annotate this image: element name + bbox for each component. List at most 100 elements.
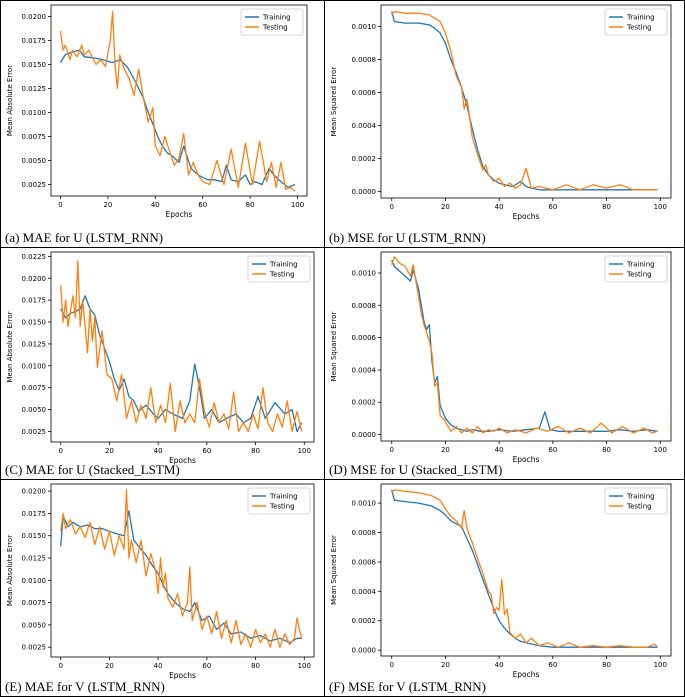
legend-box	[247, 487, 311, 515]
y-axis-label: Mean Squared Error	[330, 535, 338, 605]
x-tick-label: 20	[103, 201, 112, 209]
y-tick-label: 0.0008	[352, 56, 377, 64]
plot-frame	[380, 4, 672, 199]
x-tick-label: 40	[495, 446, 504, 454]
x-tick-label: 20	[105, 662, 114, 670]
x-tick-label: 60	[198, 201, 207, 209]
y-tick-label: 0.0125	[22, 85, 47, 93]
x-tick-label: 100	[654, 661, 667, 669]
x-tick-label: 40	[495, 661, 504, 669]
y-tick-label: 0.0125	[22, 555, 47, 563]
y-tick-label: 0.0006	[352, 89, 377, 97]
x-tick-label: 100	[654, 446, 667, 454]
x-tick-label: 100	[291, 201, 304, 209]
caption-f: (F) MSE for V (LSTM_RNN)	[329, 679, 486, 694]
y-tick-label: 0.0008	[352, 529, 377, 537]
chart-mae-u-lstm-rnn: 0 20 40 60 80 100 0.0025 0.0050 0.0075 0.0100 0.01…	[6, 4, 308, 219]
y-tick-label: 0.0175	[22, 297, 47, 305]
y-tick-label: 0.0010	[352, 500, 377, 508]
legend-label-training: Training	[626, 493, 655, 501]
y-tick-label: 0.0100	[22, 109, 47, 117]
x-tick-label: 100	[298, 662, 311, 670]
y-tick-label: 0.0010	[352, 270, 377, 278]
legend: Training Testing	[604, 487, 668, 515]
x-tick-label: 80	[602, 446, 611, 454]
x-tick-label: 60	[548, 446, 557, 454]
y-axis-label: Mean Absolute Error	[6, 65, 14, 136]
y-tick-label: 0.0006	[352, 558, 377, 566]
y-tick-label: 0.0150	[22, 532, 47, 540]
legend-box	[247, 255, 311, 283]
caption-e: (E) MAE for V (LSTM_RNN)	[5, 679, 165, 694]
x-tick-label: 0	[390, 661, 394, 669]
x-tick-label: 60	[202, 447, 211, 455]
y-tick-label: 0.0025	[22, 428, 47, 436]
y-tick-label: 0.0225	[22, 253, 47, 261]
plot-frame	[380, 483, 672, 657]
x-tick-label: 100	[298, 447, 311, 455]
y-tick-label: 0.0050	[22, 406, 47, 414]
legend-label-training: Training	[262, 14, 291, 22]
y-tick-label: 0.0000	[352, 188, 377, 196]
x-tick-label: 80	[251, 447, 260, 455]
y-tick-label: 0.0008	[352, 302, 377, 310]
x-tick-label: 40	[154, 662, 163, 670]
x-axis-label: Epochs	[513, 670, 540, 679]
y-tick-label: 0.0006	[352, 334, 377, 342]
x-tick-label: 0	[59, 447, 63, 455]
legend: Training Testing	[604, 255, 668, 283]
y-tick-label: 0.0025	[22, 644, 47, 652]
legend-label-training: Training	[626, 14, 655, 22]
x-axis-label: Epochs	[169, 671, 196, 680]
y-tick-label: 0.0100	[22, 362, 47, 370]
y-tick-label: 0.0100	[22, 577, 47, 585]
legend-label-training: Training	[269, 493, 298, 501]
x-tick-label: 80	[246, 201, 255, 209]
chart-mae-v-lstm-rnn: 0 20 40 60 80 100 0.0025 0.0050 0.0075 0.0100 0.01…	[6, 483, 315, 680]
legend: Training Testing	[604, 8, 668, 36]
series-line-training	[59, 49, 296, 189]
y-tick-label: 0.0150	[22, 319, 47, 327]
panel-a: 0 20 40 60 80 100 0.0025 0.0050 0.0075 0.0100 0.01…	[1, 1, 325, 248]
plot-frame	[50, 251, 315, 443]
y-tick-label: 0.0004	[352, 122, 377, 130]
caption-a: (a) MAE for U (LSTM_RNN)	[5, 230, 164, 245]
legend-label-testing: Testing	[626, 271, 652, 279]
y-tick-label: 0.0000	[352, 647, 377, 655]
plot-frame	[50, 483, 315, 658]
y-axis-label: Mean Squared Error	[330, 312, 338, 382]
series-line-testing	[391, 256, 658, 434]
x-tick-label: 60	[202, 662, 211, 670]
x-tick-label: 40	[151, 201, 160, 209]
panel-d: 0 20 40 60 80 100 0.0000 0.0002 0.0004 0.0006 0.00…	[325, 248, 684, 480]
series-line-testing	[60, 488, 303, 648]
y-tick-label: 0.0125	[22, 340, 47, 348]
legend-label-training: Training	[269, 261, 298, 269]
y-tick-label: 0.0002	[352, 155, 377, 163]
y-tick-label: 0.0175	[22, 510, 47, 518]
series-line-training	[391, 259, 658, 432]
legend-label-testing: Testing	[269, 271, 295, 279]
x-tick-label: 20	[105, 447, 114, 455]
y-tick-label: 0.0075	[22, 599, 47, 607]
x-tick-label: 20	[441, 203, 450, 211]
chart-mae-u-stacked-lstm: 0 20 40 60 80 100 0.0025 0.0050 0.0075 0.0100 0.01…	[6, 251, 315, 465]
panel-f: 0 20 40 60 80 100 0.0000 0.0002 0.0004 0.0006 0.00…	[325, 480, 684, 696]
x-tick-label: 0	[58, 201, 62, 209]
caption-c: (C) MAE for U (Stacked_LSTM)	[5, 462, 180, 477]
plot-frame	[50, 4, 308, 197]
chart-mse-u-stacked-lstm: 0 20 40 60 80 100 0.0000 0.0002 0.0004 0.0006 0.00…	[330, 251, 672, 464]
caption-b: (b) MSE for U (LSTM_RNN)	[329, 230, 486, 245]
legend: Training Testing	[247, 487, 311, 515]
y-tick-label: 0.0010	[352, 23, 377, 31]
series-line-testing	[391, 10, 658, 191]
x-tick-label: 100	[654, 203, 667, 211]
y-tick-label: 0.0050	[22, 157, 47, 165]
legend-label-training: Training	[626, 261, 655, 269]
x-tick-label: 0	[390, 446, 394, 454]
legend-label-testing: Testing	[626, 24, 652, 32]
series-line-training	[391, 11, 658, 191]
legend-box	[604, 8, 668, 36]
x-tick-label: 80	[602, 203, 611, 211]
